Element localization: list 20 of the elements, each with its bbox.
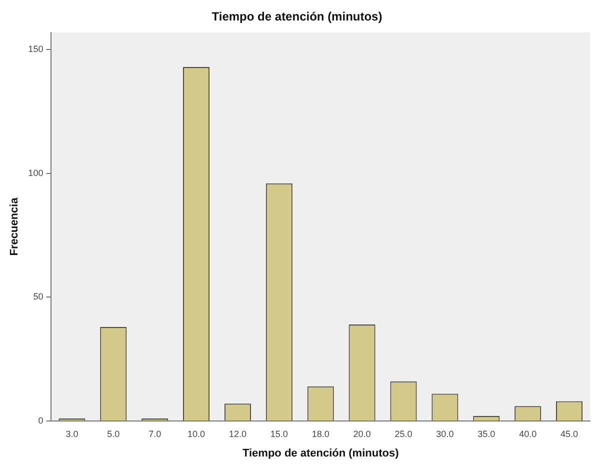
x-axis-title: Tiempo de atención (minutos) xyxy=(242,447,400,460)
x-tick-label: 10.0 xyxy=(188,428,206,439)
x-tick-label: 18.0 xyxy=(312,428,330,439)
x-tick-label: 7.0 xyxy=(148,428,162,439)
x-tick-label: 20.0 xyxy=(353,428,371,439)
x-tick-label: 5.0 xyxy=(107,428,120,439)
x-tick-label: 45.0 xyxy=(560,428,578,439)
x-tick-label: 35.0 xyxy=(478,428,496,439)
x-tick-label: 12.0 xyxy=(228,428,246,439)
x-tick-label: 25.0 xyxy=(394,428,412,439)
x-tick-label: 30.0 xyxy=(436,428,454,439)
x-tick-label: 40.0 xyxy=(519,428,537,439)
y-tick-label: 150 xyxy=(28,44,44,54)
chart-title: Tiempo de atención (minutos) xyxy=(212,10,382,24)
y-tick-label: 100 xyxy=(28,168,44,178)
x-tick-label: 3.0 xyxy=(66,428,78,439)
x-tick-label: 15.0 xyxy=(270,428,288,439)
y-tick-label: 0 xyxy=(38,415,44,426)
y-axis-title: Frecuencia xyxy=(8,196,21,256)
y-tick-label: 50 xyxy=(33,292,44,302)
